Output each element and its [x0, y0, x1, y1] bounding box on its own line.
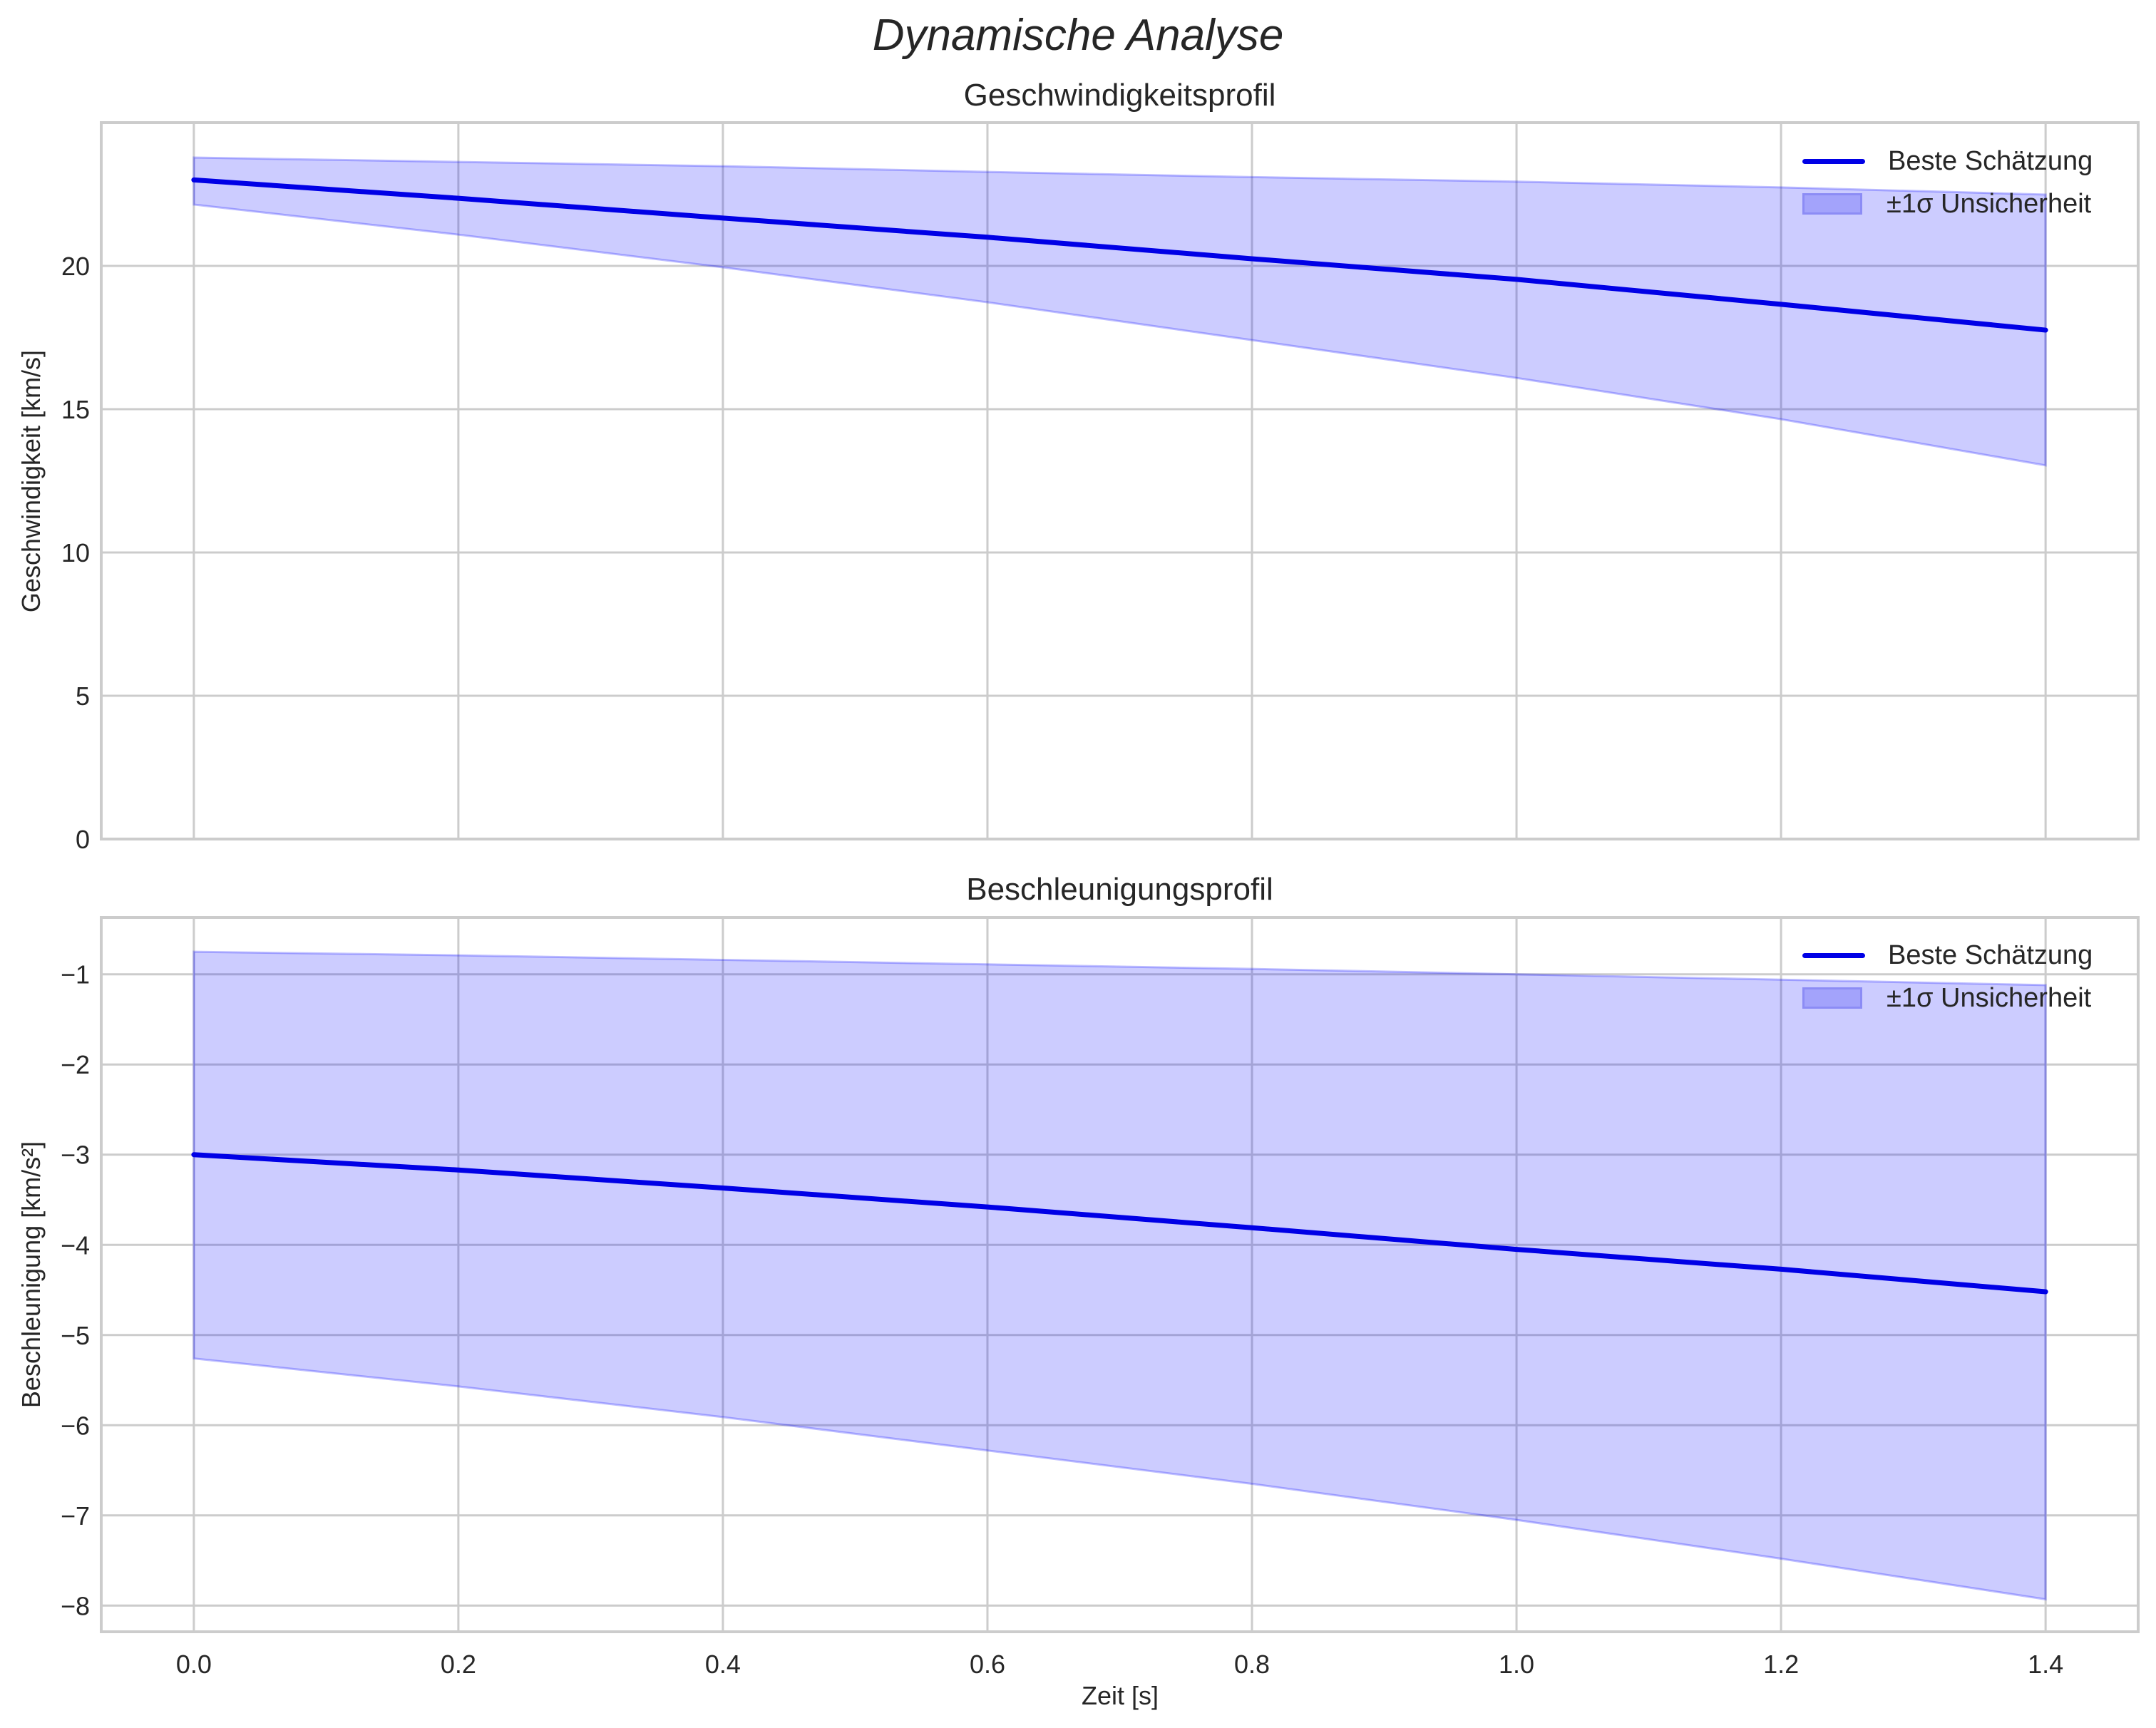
line-swatch-icon: [1802, 158, 1865, 164]
best-estimate-line: [191, 1152, 2048, 1295]
y-tick-label: −5: [61, 1321, 90, 1350]
acceleration-y-axis-label: Beschleunigung [km/s²]: [16, 1141, 46, 1409]
y-tick-label: 15: [61, 395, 90, 424]
acceleration-axes: 0.0 0.2 0.4 0.6 0.8 1.0 1.2 1.4 −8 −7 −6 −5 −4 −3 −2 −1: [61, 916, 2140, 1679]
x-tick-label: 0.4: [705, 1650, 741, 1679]
x-axis-label: Zeit [s]: [1081, 1681, 1159, 1710]
x-tick-label: 0.0: [176, 1650, 212, 1679]
x-tick-label: 0.2: [441, 1650, 476, 1679]
legend-label: ±1σ Unsicherheit: [1886, 188, 2092, 219]
legend-item-best-estimate: Beste Schätzung: [1802, 934, 2093, 977]
line-swatch-icon: [1802, 952, 1865, 958]
acceleration-legend: Beste Schätzung ±1σ Unsicherheit: [1802, 934, 2093, 1019]
legend-item-uncertainty: ±1σ Unsicherheit: [1802, 182, 2093, 225]
figure-title: Dynamische Analyse: [872, 11, 1284, 60]
y-tick-label: −4: [61, 1230, 90, 1260]
x-tick-label: 1.0: [1499, 1650, 1534, 1679]
y-tick-label: −8: [61, 1591, 90, 1620]
y-tick-label: −3: [61, 1141, 90, 1170]
x-tick-label: 1.2: [1763, 1650, 1799, 1679]
uncertainty-band: [192, 156, 2047, 467]
best-estimate-line: [191, 177, 2048, 333]
y-tick-label: −7: [61, 1501, 90, 1531]
legend-label: Beste Schätzung: [1888, 145, 2093, 176]
axes-frame: [100, 916, 2140, 1633]
velocity-axes: 0 5 10 15 20: [61, 121, 2140, 854]
y-tick-label: 10: [61, 538, 90, 567]
legend-item-best-estimate: Beste Schätzung: [1802, 140, 2093, 182]
y-tick-label: −2: [61, 1050, 90, 1079]
y-tick-label: 5: [76, 682, 90, 711]
velocity-legend: Beste Schätzung ±1σ Unsicherheit: [1802, 140, 2093, 225]
legend-label: Beste Schätzung: [1888, 940, 2093, 970]
x-tick-label: 0.8: [1234, 1650, 1270, 1679]
y-tick-label: −6: [61, 1411, 90, 1440]
legend-label: ±1σ Unsicherheit: [1886, 982, 2092, 1013]
patch-swatch-icon: [1802, 987, 1862, 1009]
x-tick-label: 1.4: [2028, 1650, 2063, 1679]
legend-item-uncertainty: ±1σ Unsicherheit: [1802, 977, 2093, 1019]
y-tick-label: −1: [61, 960, 90, 989]
patch-swatch-icon: [1802, 193, 1862, 215]
x-tick-label: 0.6: [970, 1650, 1005, 1679]
uncertainty-band: [192, 950, 2047, 1601]
velocity-plot-title: Geschwindigkeitsprofil: [963, 78, 1276, 113]
acceleration-plot-title: Beschleunigungsprofil: [966, 872, 1273, 907]
axes-frame: [100, 121, 2140, 840]
y-tick-label: 20: [61, 252, 90, 281]
y-tick-label: 0: [76, 825, 90, 854]
